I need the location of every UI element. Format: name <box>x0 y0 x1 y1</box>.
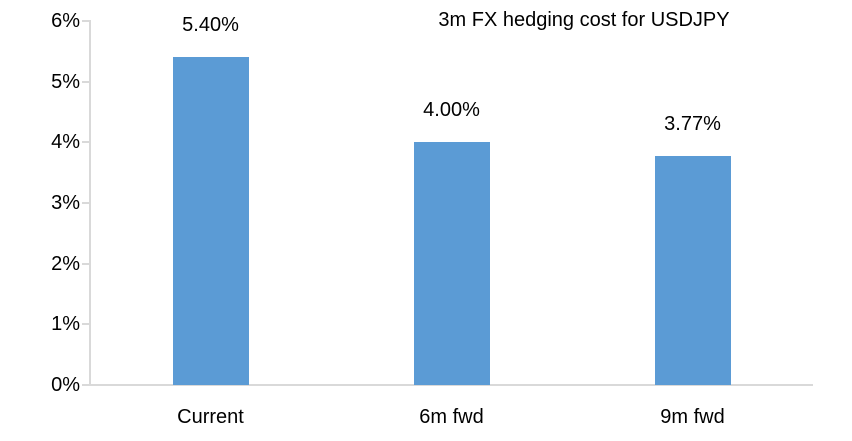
x-axis-line <box>89 384 813 386</box>
y-tick-mark <box>82 262 89 265</box>
y-tick-mark <box>82 323 89 326</box>
bar-9m-fwd <box>654 156 731 385</box>
bar-6m-fwd <box>413 142 490 385</box>
bar-value-label: 3.77% <box>664 113 721 136</box>
x-tick-label: 6m fwd <box>419 406 484 428</box>
y-tick-mark <box>82 80 89 83</box>
y-tick-label: 3% <box>51 192 80 214</box>
y-tick-label: 5% <box>51 70 80 93</box>
y-tick-label: 0% <box>51 374 80 396</box>
x-tick-label: Current <box>177 406 244 428</box>
y-tick-label: 2% <box>51 252 80 275</box>
y-tick-mark <box>82 384 89 386</box>
chart-title: 3m FX hedging cost for USDJPY <box>438 9 730 31</box>
bar-value-label: 4.00% <box>423 99 480 122</box>
y-axis-line <box>89 20 91 386</box>
bar-current <box>172 57 249 385</box>
y-tick-mark <box>82 202 89 204</box>
y-tick-mark <box>82 141 89 144</box>
y-tick-mark <box>82 20 89 22</box>
y-tick-label: 1% <box>51 313 80 336</box>
x-tick-label: 9m fwd <box>660 406 725 428</box>
y-tick-label: 6% <box>51 10 80 32</box>
bar-value-label: 5.40% <box>182 14 239 37</box>
y-tick-label: 4% <box>51 131 80 154</box>
